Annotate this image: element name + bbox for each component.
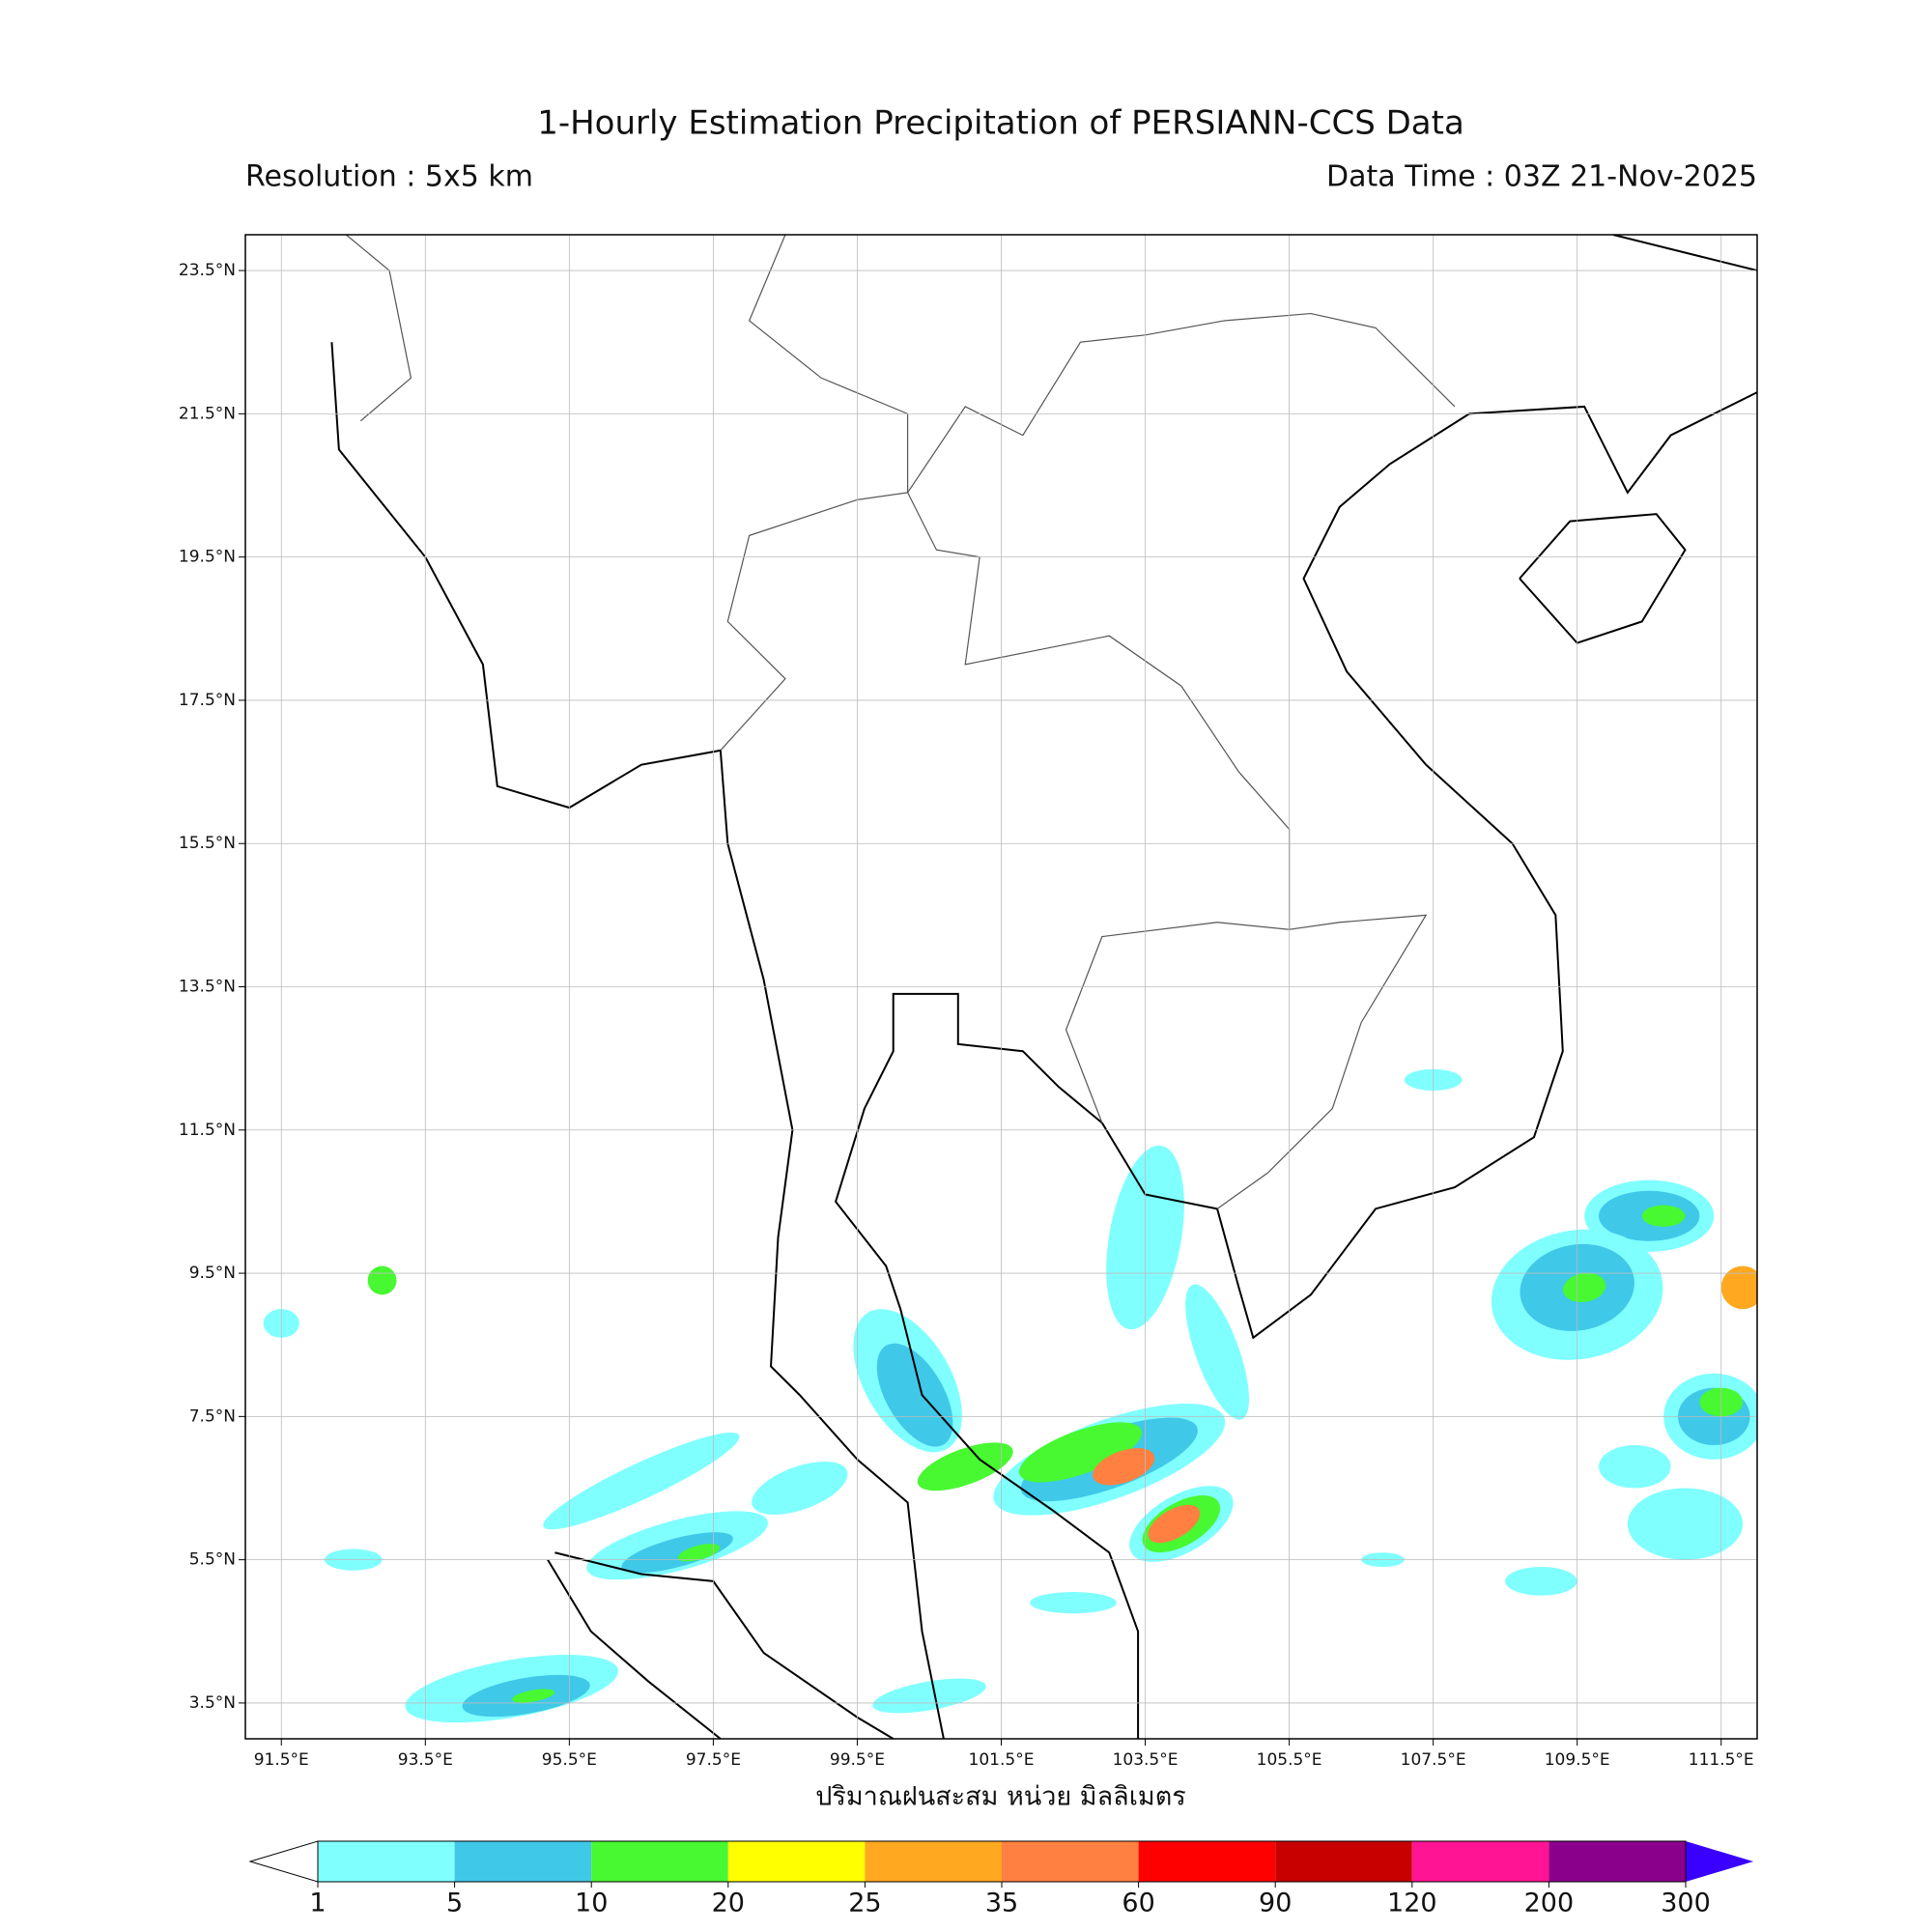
x-tick-label: 93.5°E [398, 1750, 453, 1770]
y-tick-label: 13.5°N [179, 978, 236, 997]
colorbar-segment [727, 1841, 866, 1882]
colorbar-label: 25 [848, 1889, 881, 1918]
x-tick-label: 105.5°E [1257, 1750, 1322, 1770]
colorbar-segment [1002, 1841, 1139, 1882]
rain-patch [752, 1462, 848, 1515]
rain-patch [1627, 1488, 1744, 1560]
rain-patch [512, 1689, 555, 1703]
colorbar-label: 60 [1122, 1889, 1154, 1918]
colorbar-segment [1275, 1841, 1412, 1882]
rain-patch [917, 1442, 1013, 1492]
coastline [554, 1551, 895, 1739]
rain-patch [1562, 1272, 1606, 1303]
border [1216, 914, 1428, 1209]
y-tick-label: 7.5°N [189, 1406, 236, 1426]
colorbar: 1 5 10 20 25 35 60 90 120 200 300 [248, 1840, 1753, 1918]
y-tick-label: 19.5°N [179, 548, 236, 567]
colorbar-segment [1548, 1841, 1686, 1882]
colorbar-label: 300 [1661, 1889, 1711, 1918]
rain-patch [367, 1265, 397, 1295]
colorbar-label: 10 [575, 1889, 608, 1918]
colorbar-label: 20 [712, 1889, 745, 1918]
x-tick-label: 97.5°E [686, 1750, 741, 1770]
rain-patch [1093, 1448, 1155, 1486]
colorbar-label: 5 [446, 1889, 463, 1918]
y-tick-label: 5.5°N [189, 1550, 236, 1570]
y-tick-label: 9.5°N [189, 1264, 236, 1283]
rain-patch [1505, 1567, 1577, 1596]
colorbar-segment [865, 1841, 1002, 1882]
rain-patch [1018, 1422, 1142, 1483]
y-tick-label: 15.5°N [179, 834, 236, 853]
coastline [1612, 235, 1757, 272]
rain-patch [1641, 1205, 1686, 1227]
coastlines [330, 235, 1757, 1739]
rain-patch [621, 1532, 733, 1574]
rain-patch [543, 1432, 740, 1530]
colorbar-segment [591, 1841, 728, 1882]
x-tick-label: 103.5°E [1113, 1750, 1179, 1770]
colorbar-label: 90 [1259, 1889, 1292, 1918]
rain-patch [1185, 1284, 1250, 1420]
x-tick-label: 101.5°E [969, 1750, 1035, 1770]
rain-patch [872, 1678, 986, 1714]
x-tick-label: 109.5°E [1545, 1750, 1610, 1770]
grid: 91.5°E 93.5°E 95.5°E 97.5°E 99.5°E 101.5°E 103… [179, 235, 1757, 1770]
border [907, 312, 1456, 494]
colorbar-under [248, 1840, 319, 1883]
border [720, 492, 1291, 1123]
colorbar-segment [1138, 1841, 1276, 1882]
colorbar-label: 200 [1524, 1889, 1575, 1918]
title: 1-Hourly Estimation Precipitation of PER… [537, 104, 1464, 143]
rain-patch [1148, 1504, 1201, 1544]
x-tick-label: 99.5°E [830, 1750, 885, 1770]
map-frame [244, 234, 1758, 1740]
rain-layer [263, 1068, 1757, 1723]
x-tick-label: 107.5°E [1401, 1750, 1466, 1770]
y-tick-label: 3.5°N [189, 1693, 236, 1713]
x-tick-label: 91.5°E [254, 1750, 309, 1770]
y-tick-label: 21.5°N [179, 404, 236, 423]
y-tick-label: 23.5°N [179, 261, 236, 280]
data-time: Data Time : 03Z 21-Nov-2025 [1326, 160, 1757, 194]
x-axis-label: ปริมาณฝนสะสม หน่วย มิลลิเมตร [815, 1782, 1186, 1812]
colorbar-label: 1 [309, 1889, 326, 1918]
colorbar-segment [1411, 1841, 1549, 1882]
colorbar-over [1686, 1841, 1753, 1882]
colorbar-label: 120 [1387, 1889, 1437, 1918]
y-tick-label: 11.5°N [179, 1121, 236, 1140]
colorbar-label: 35 [985, 1889, 1018, 1918]
rain-patch [1599, 1445, 1671, 1489]
x-tick-label: 95.5°E [542, 1750, 597, 1770]
coastline [330, 342, 945, 1739]
coastline [547, 1559, 722, 1739]
rain-patch [876, 1343, 953, 1447]
coastline [834, 391, 1757, 1739]
border [345, 235, 412, 422]
colorbar-segment [454, 1841, 592, 1882]
border [748, 235, 909, 493]
x-tick-label: 111.5°E [1689, 1750, 1754, 1770]
colorbar-segment [318, 1841, 455, 1882]
y-tick-label: 17.5°N [179, 691, 236, 710]
coastline [1519, 513, 1687, 644]
resolution: Resolution : 5x5 km [245, 160, 533, 194]
rain-patch [1720, 1265, 1757, 1310]
rain-patch [677, 1544, 721, 1562]
rain-patch [1030, 1592, 1117, 1614]
